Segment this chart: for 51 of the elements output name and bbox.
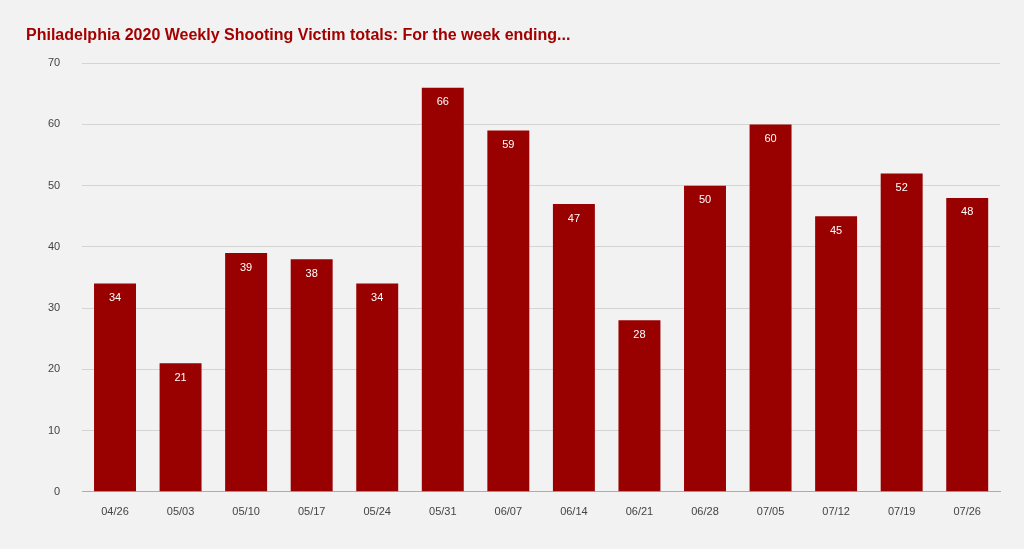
data-label: 38 [305,266,318,279]
data-label: 39 [240,260,253,273]
bar [225,253,268,492]
data-label: 47 [567,211,581,224]
bar [880,173,923,492]
data-label: 48 [961,205,974,218]
x-tick-label: 07/26 [953,505,981,518]
bar [749,124,792,492]
x-tick-label: 05/17 [297,505,326,518]
x-tick-label: 05/31 [429,505,457,518]
y-tick-label: 0 [54,484,61,497]
x-tick-label: 07/12 [822,505,850,518]
bar [159,363,202,492]
data-label: 66 [436,95,449,108]
x-tick-label: 06/07 [494,505,523,518]
x-tick-label: 05/03 [166,505,195,518]
bar [290,259,333,492]
bar [487,130,530,492]
x-tick-label: 06/21 [625,505,654,518]
data-label: 34 [108,291,122,304]
bar [946,197,989,492]
data-label: 59 [502,138,515,151]
bar [421,87,464,492]
bar [552,204,595,492]
y-tick-label: 40 [47,239,61,252]
y-tick-label: 20 [47,362,61,375]
bar [618,320,661,492]
x-tick-label: 04/26 [101,505,129,518]
x-tick-label: 07/19 [887,505,916,518]
data-label: 28 [633,327,646,340]
bar [684,185,726,492]
bar [356,283,399,492]
chart-title: Philadelphia 2020 Weekly Shooting Victim totals: For the week ending... [26,26,571,44]
y-tick-label: 10 [47,423,61,436]
data-label: 34 [371,291,384,304]
data-label: 50 [698,193,712,206]
bar [815,216,858,492]
y-tick-label: 30 [47,301,61,314]
data-label: 52 [895,180,908,193]
y-tick-label: 50 [47,178,61,191]
x-tick-label: 05/10 [232,505,260,518]
x-tick-label: 07/05 [756,505,785,518]
y-tick-label: 60 [47,117,61,130]
bar [94,283,136,492]
data-label: 45 [829,223,843,236]
x-tick-label: 06/14 [560,505,588,518]
y-tick-label: 70 [47,56,61,69]
x-tick-label: 05/24 [363,505,391,518]
data-label: 21 [174,370,187,383]
x-tick-label: 06/28 [691,505,719,518]
data-label: 60 [764,131,777,144]
